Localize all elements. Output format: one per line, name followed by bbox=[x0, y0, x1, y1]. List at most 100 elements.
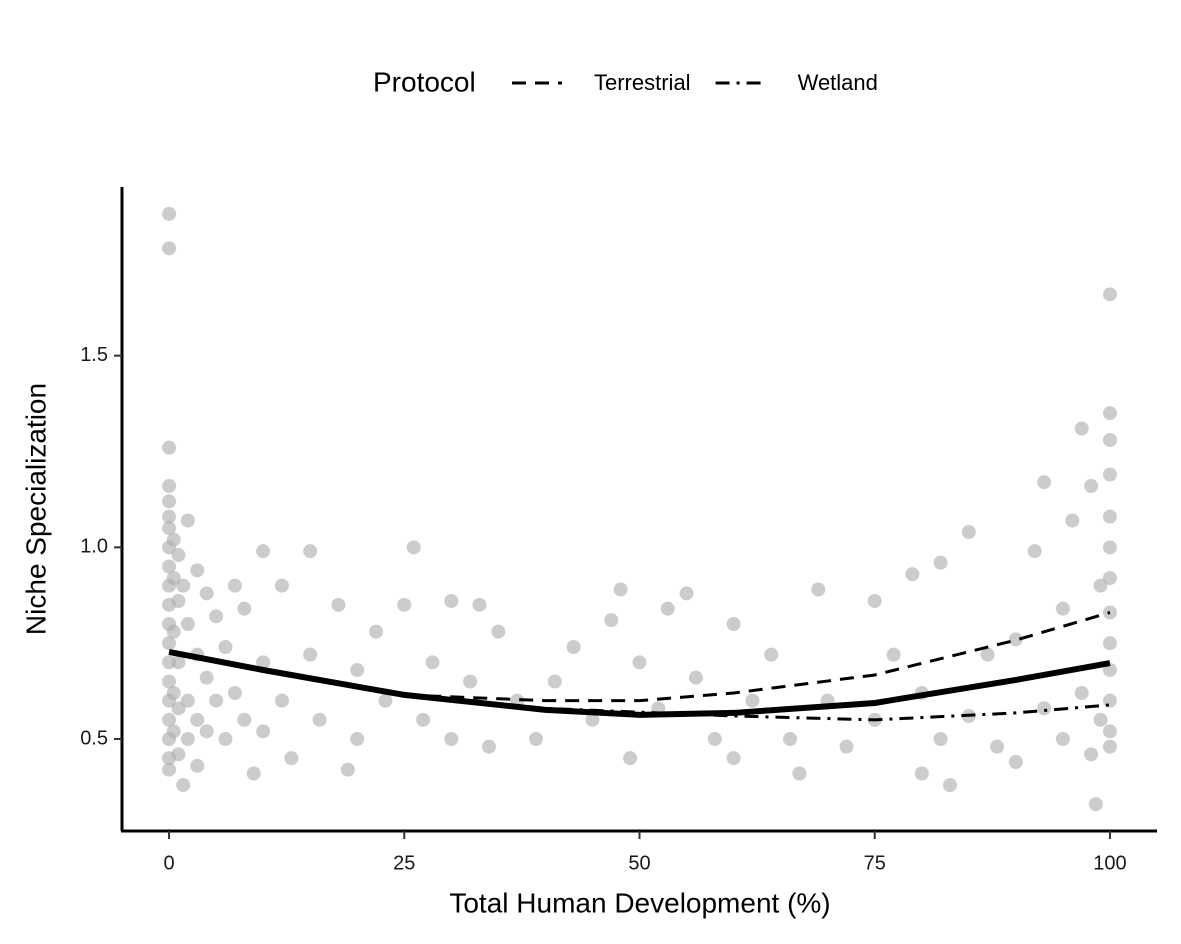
data-point bbox=[166, 724, 181, 739]
data-point bbox=[1037, 475, 1052, 490]
y-axis-label: Niche Specialization bbox=[20, 383, 51, 635]
data-point bbox=[162, 241, 177, 256]
data-point bbox=[162, 521, 177, 536]
data-point bbox=[444, 594, 459, 608]
data-point bbox=[166, 624, 181, 639]
data-point bbox=[623, 751, 638, 766]
data-point bbox=[162, 712, 177, 727]
data-point bbox=[792, 766, 807, 781]
data-point bbox=[166, 686, 181, 700]
data-point bbox=[237, 601, 252, 616]
data-point bbox=[162, 674, 177, 689]
data-point bbox=[180, 693, 195, 708]
data-point bbox=[190, 563, 205, 578]
data-point bbox=[491, 624, 506, 639]
data-point bbox=[227, 578, 242, 593]
data-point bbox=[1102, 724, 1117, 739]
fit-line bbox=[404, 611, 1111, 703]
data-point bbox=[199, 724, 214, 739]
data-point bbox=[1102, 739, 1117, 754]
data-point bbox=[425, 655, 440, 670]
data-point bbox=[783, 732, 798, 746]
data-point bbox=[176, 578, 191, 593]
data-point bbox=[176, 778, 191, 792]
data-point bbox=[199, 586, 214, 601]
data-point bbox=[1008, 755, 1023, 769]
data-point bbox=[284, 751, 299, 766]
data-point bbox=[350, 732, 365, 746]
data-point bbox=[166, 532, 181, 547]
data-point bbox=[707, 732, 722, 746]
data-point bbox=[1074, 421, 1089, 436]
data-point bbox=[369, 624, 384, 639]
legend-label: Terrestrial bbox=[594, 70, 691, 95]
data-point bbox=[745, 693, 760, 708]
data-point bbox=[256, 655, 271, 670]
data-point bbox=[943, 778, 957, 792]
data-point bbox=[180, 617, 195, 631]
y-tick-label: 1.5 bbox=[80, 344, 108, 366]
fit-line bbox=[404, 693, 1111, 722]
data-point bbox=[166, 571, 181, 585]
data-point bbox=[171, 594, 186, 608]
data-point bbox=[980, 647, 995, 662]
data-point bbox=[199, 670, 214, 685]
data-point bbox=[726, 751, 741, 766]
data-point bbox=[1093, 712, 1108, 727]
data-point bbox=[679, 586, 694, 601]
data-point bbox=[171, 747, 186, 762]
data-point bbox=[1093, 578, 1108, 593]
data-point bbox=[256, 724, 271, 739]
data-point bbox=[162, 479, 177, 493]
data-point bbox=[162, 636, 177, 651]
data-point bbox=[1102, 433, 1117, 447]
data-point bbox=[1102, 540, 1117, 555]
data-point bbox=[1102, 571, 1117, 585]
data-point bbox=[1055, 601, 1070, 616]
data-point bbox=[726, 617, 741, 631]
data-point bbox=[180, 732, 195, 746]
data-point bbox=[246, 766, 261, 781]
fit-line bbox=[168, 649, 1111, 718]
data-point bbox=[1037, 701, 1052, 716]
data-point bbox=[162, 762, 177, 777]
data-point bbox=[613, 582, 628, 597]
data-point bbox=[209, 693, 224, 708]
data-point bbox=[1102, 509, 1117, 524]
y-tick-label: 0.5 bbox=[80, 727, 108, 749]
data-point bbox=[340, 762, 355, 777]
data-point bbox=[1008, 632, 1023, 647]
data-point bbox=[1027, 544, 1042, 559]
data-point bbox=[256, 544, 271, 559]
data-point bbox=[660, 601, 675, 616]
data-point bbox=[209, 609, 224, 624]
data-point bbox=[604, 613, 619, 628]
data-point bbox=[886, 647, 901, 662]
data-point bbox=[312, 712, 327, 727]
data-point bbox=[416, 712, 431, 727]
x-tick-label: 100 bbox=[1093, 852, 1126, 874]
x-tick-label: 0 bbox=[163, 852, 174, 874]
data-point bbox=[585, 712, 600, 727]
data-point bbox=[227, 686, 242, 700]
data-point bbox=[237, 712, 252, 727]
legend-label: Wetland bbox=[798, 70, 878, 95]
data-point bbox=[566, 640, 581, 654]
data-point bbox=[961, 525, 976, 539]
data-point bbox=[303, 647, 318, 662]
data-point bbox=[444, 732, 459, 746]
data-point bbox=[1055, 732, 1070, 746]
data-point bbox=[1084, 747, 1099, 762]
x-tick-label: 25 bbox=[393, 852, 415, 874]
data-point bbox=[331, 597, 346, 612]
data-point bbox=[171, 655, 186, 670]
data-point bbox=[481, 739, 496, 754]
x-axis-label: Total Human Development (%) bbox=[449, 887, 830, 918]
data-point bbox=[839, 739, 854, 754]
data-point bbox=[218, 640, 233, 654]
data-point bbox=[529, 732, 543, 746]
data-point bbox=[1102, 287, 1117, 302]
data-point bbox=[190, 758, 205, 773]
data-point bbox=[1102, 693, 1117, 708]
y-tick-label: 1.0 bbox=[80, 536, 108, 558]
